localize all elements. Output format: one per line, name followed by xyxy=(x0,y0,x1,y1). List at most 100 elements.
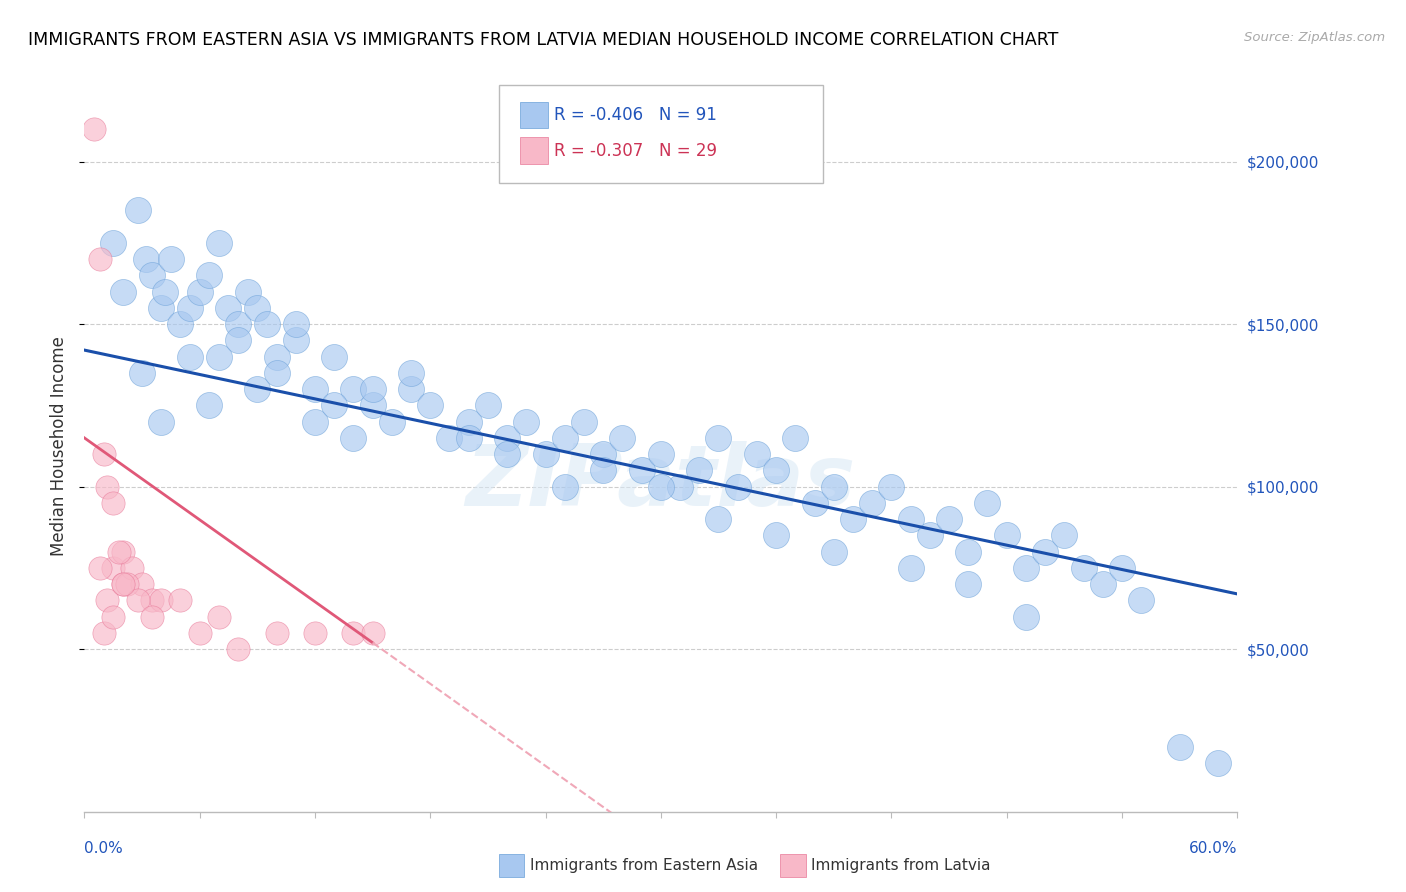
Point xyxy=(111,577,134,591)
Point xyxy=(304,382,326,396)
Point xyxy=(554,480,576,494)
Point xyxy=(323,398,346,412)
Point xyxy=(534,447,557,461)
Point xyxy=(93,626,115,640)
Point xyxy=(419,398,441,412)
Point xyxy=(103,235,124,250)
Point xyxy=(381,415,404,429)
Point xyxy=(141,609,163,624)
Point xyxy=(957,577,980,591)
Y-axis label: Median Household Income: Median Household Income xyxy=(51,336,69,556)
Point xyxy=(150,415,173,429)
Text: R = -0.307   N = 29: R = -0.307 N = 29 xyxy=(554,142,717,160)
Point xyxy=(103,496,124,510)
Point xyxy=(823,480,845,494)
Point xyxy=(1111,561,1133,575)
Point xyxy=(707,512,730,526)
Point xyxy=(208,609,231,624)
Point xyxy=(208,235,231,250)
Text: 60.0%: 60.0% xyxy=(1189,841,1237,856)
Point xyxy=(1073,561,1095,575)
Point xyxy=(226,317,249,331)
Point xyxy=(515,415,537,429)
Point xyxy=(208,350,231,364)
Point xyxy=(266,366,288,380)
Point xyxy=(121,561,143,575)
Point xyxy=(103,561,124,575)
Text: Immigrants from Latvia: Immigrants from Latvia xyxy=(811,858,991,872)
Point xyxy=(169,593,191,607)
Point xyxy=(342,626,364,640)
Point xyxy=(399,366,422,380)
Point xyxy=(127,203,149,218)
Point xyxy=(957,544,980,558)
Point xyxy=(457,431,479,445)
Point xyxy=(188,285,211,299)
Point xyxy=(141,268,163,283)
Point xyxy=(93,447,115,461)
Point xyxy=(160,252,183,266)
Point xyxy=(342,431,364,445)
Point xyxy=(323,350,346,364)
Text: IMMIGRANTS FROM EASTERN ASIA VS IMMIGRANTS FROM LATVIA MEDIAN HOUSEHOLD INCOME C: IMMIGRANTS FROM EASTERN ASIA VS IMMIGRAN… xyxy=(28,31,1059,49)
Point xyxy=(188,626,211,640)
Point xyxy=(1033,544,1056,558)
Point xyxy=(115,577,138,591)
Point xyxy=(745,447,768,461)
Point xyxy=(785,431,807,445)
Point xyxy=(135,252,157,266)
Point xyxy=(496,431,519,445)
Point xyxy=(650,480,672,494)
Point xyxy=(938,512,960,526)
Point xyxy=(284,334,307,348)
Point xyxy=(803,496,825,510)
Point xyxy=(630,463,652,477)
Point xyxy=(765,463,787,477)
Point xyxy=(111,285,134,299)
Point xyxy=(304,415,326,429)
Point xyxy=(727,480,749,494)
Point xyxy=(995,528,1018,542)
Point xyxy=(612,431,634,445)
Point xyxy=(361,398,384,412)
Point xyxy=(103,609,124,624)
Point xyxy=(236,285,259,299)
Point xyxy=(179,350,201,364)
Point xyxy=(89,561,111,575)
Point xyxy=(669,480,692,494)
Point xyxy=(342,382,364,396)
Point xyxy=(198,268,221,283)
Point xyxy=(1206,756,1229,770)
Point xyxy=(150,593,173,607)
Text: Immigrants from Eastern Asia: Immigrants from Eastern Asia xyxy=(530,858,758,872)
Point xyxy=(218,301,240,315)
Point xyxy=(150,301,173,315)
Point xyxy=(860,496,883,510)
Point xyxy=(592,447,614,461)
Point xyxy=(707,431,730,445)
Point xyxy=(976,496,998,510)
Point xyxy=(900,512,922,526)
Text: R = -0.406   N = 91: R = -0.406 N = 91 xyxy=(554,106,717,124)
Point xyxy=(650,447,672,461)
Point xyxy=(918,528,941,542)
Point xyxy=(111,577,134,591)
Point xyxy=(592,463,614,477)
Point xyxy=(765,528,787,542)
Point xyxy=(1168,739,1191,754)
Point xyxy=(83,122,105,136)
Text: 0.0%: 0.0% xyxy=(84,841,124,856)
Point xyxy=(1091,577,1114,591)
Point xyxy=(108,544,131,558)
Point xyxy=(688,463,710,477)
Point xyxy=(842,512,865,526)
Point xyxy=(266,626,288,640)
Point xyxy=(89,252,111,266)
Point xyxy=(96,480,118,494)
Point xyxy=(554,431,576,445)
Point xyxy=(256,317,278,331)
Point xyxy=(477,398,499,412)
Point xyxy=(304,626,326,640)
Point xyxy=(198,398,221,412)
Point xyxy=(226,642,249,657)
